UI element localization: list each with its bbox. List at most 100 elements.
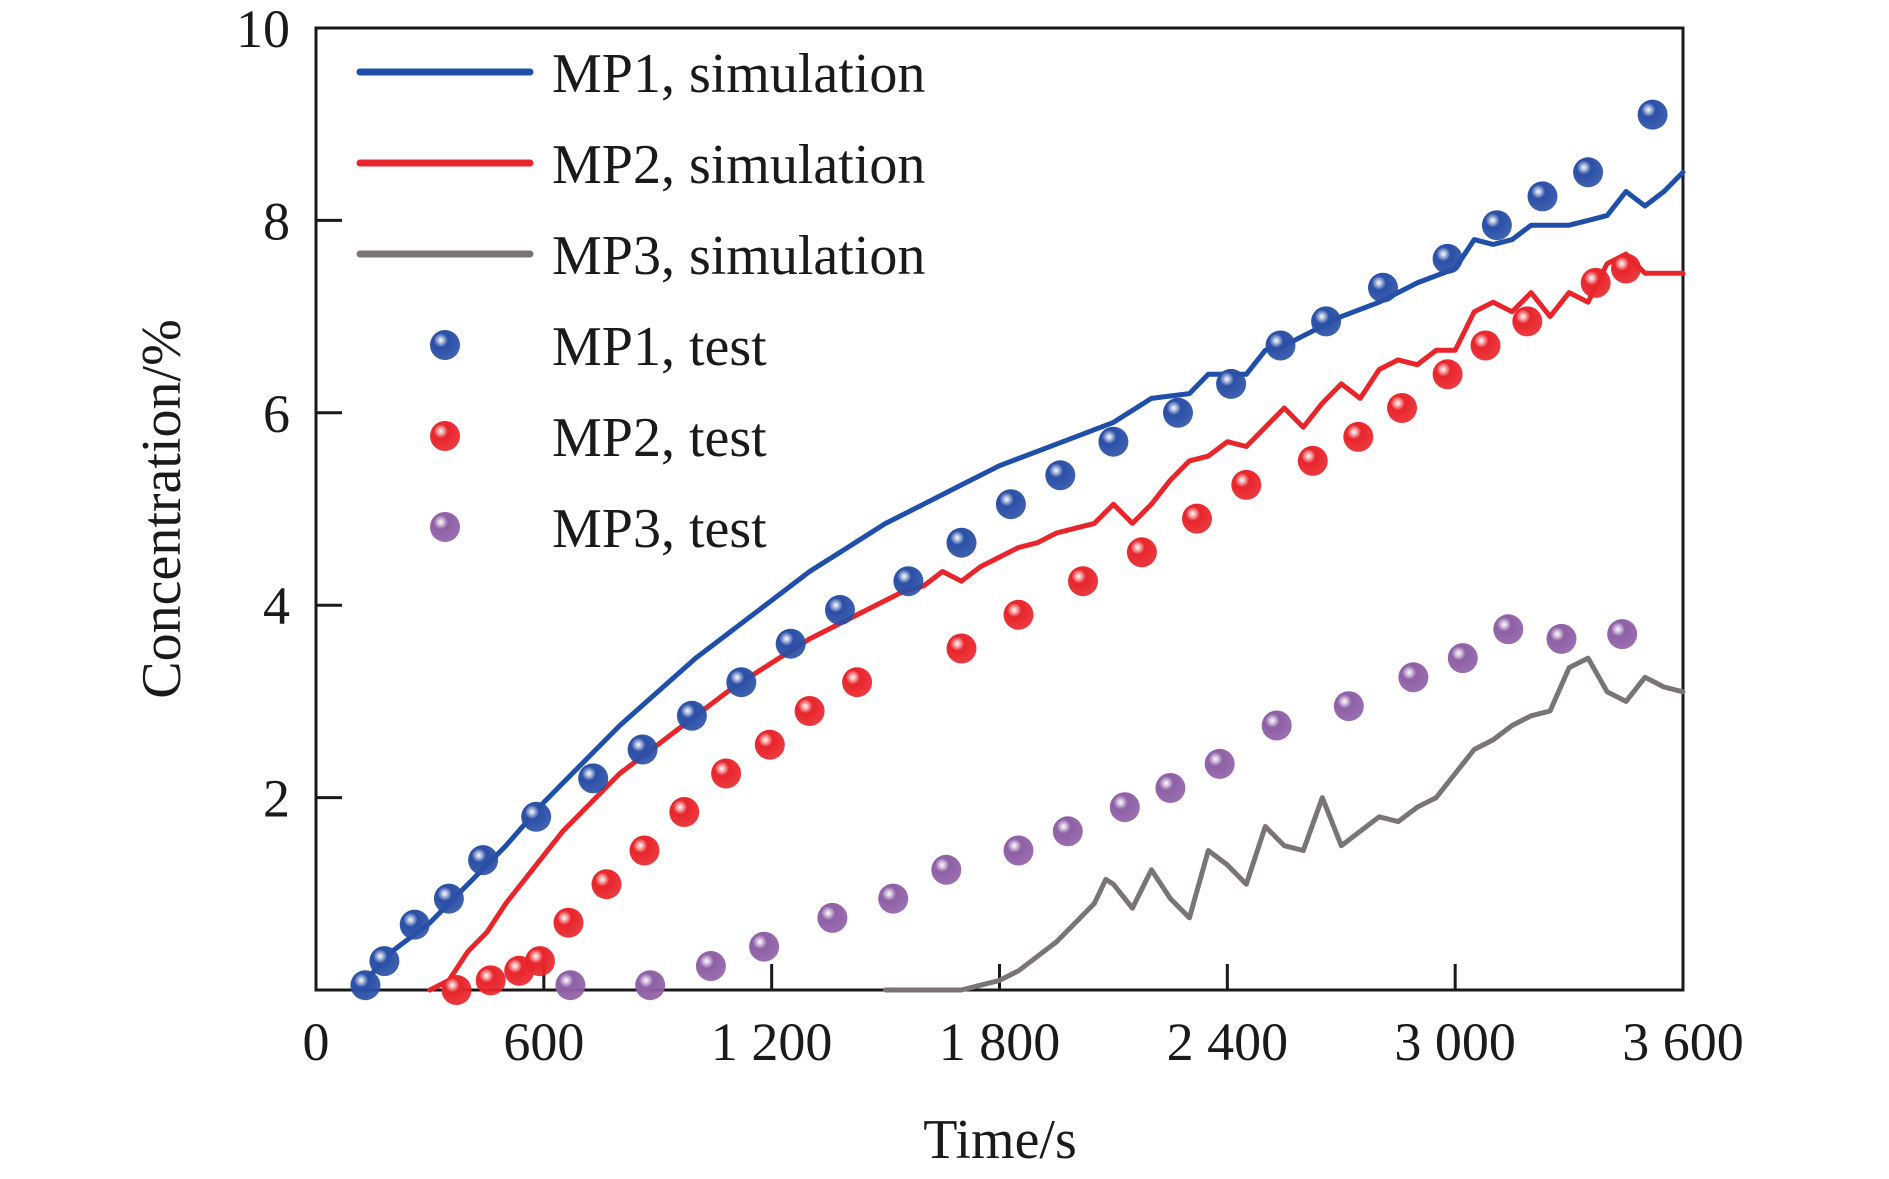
data-point-mp1-test bbox=[946, 527, 977, 558]
series-lines bbox=[359, 169, 1686, 993]
axis-ticks: 0 600 1 200 1 800 2 400 3 000 3 600 2 4 6 8 10 bbox=[236, 0, 1744, 1072]
data-point-mp3-test bbox=[931, 854, 962, 885]
x-tick-label: 3 600 bbox=[1622, 1012, 1744, 1072]
data-point-mp1-test bbox=[1573, 157, 1604, 188]
data-point-mp1-test bbox=[893, 566, 924, 597]
data-point-mp1-test bbox=[825, 595, 855, 625]
legend-label-mp1-simulation: MP1, simulation bbox=[552, 43, 925, 105]
legend: MP1, simulation MP2, simulation MP3, simul… bbox=[356, 43, 925, 560]
data-point-mp2-test bbox=[1512, 306, 1543, 337]
data-point-mp2-test bbox=[553, 907, 584, 938]
data-point-mp2-test bbox=[441, 975, 472, 1005]
data-point-mp1-test bbox=[578, 763, 609, 794]
data-point-mp2-test bbox=[1343, 421, 1374, 452]
legend-label-mp2-simulation: MP2, simulation bbox=[552, 134, 925, 196]
data-point-mp1-test bbox=[1265, 330, 1296, 361]
data-point-mp1-test bbox=[1163, 397, 1193, 428]
series-points bbox=[350, 99, 1668, 1005]
data-point-mp1-test bbox=[775, 628, 806, 659]
data-point-mp2-test bbox=[1297, 445, 1328, 476]
data-point-mp1-test bbox=[1045, 460, 1076, 491]
data-point-mp1-test bbox=[995, 489, 1026, 520]
data-point-mp1-test bbox=[1527, 181, 1558, 212]
data-point-mp3-test bbox=[1109, 792, 1140, 823]
data-point-mp2-test bbox=[1003, 599, 1034, 630]
data-point-mp1-test bbox=[521, 801, 552, 832]
data-point-mp1-test bbox=[399, 909, 430, 940]
series-line-mp2-simulation bbox=[427, 251, 1686, 993]
data-point-mp2-test bbox=[946, 633, 977, 664]
x-tick-label: 1 200 bbox=[711, 1012, 833, 1072]
data-point-mp3-test bbox=[1155, 773, 1186, 803]
x-tick-label: 3 000 bbox=[1394, 1012, 1516, 1072]
data-point-mp3-test bbox=[1052, 816, 1083, 847]
x-tick-label: 0 bbox=[303, 1012, 330, 1072]
data-point-mp2-test bbox=[669, 797, 700, 827]
data-point-mp2-test bbox=[591, 869, 622, 900]
data-point-mp1-test bbox=[1368, 272, 1398, 303]
data-point-mp3-test bbox=[749, 931, 780, 962]
data-point-mp1-test bbox=[468, 845, 499, 876]
x-tick-label: 2 400 bbox=[1167, 1012, 1289, 1072]
x-tick-label: 600 bbox=[503, 1012, 584, 1072]
legend-label-mp3-simulation: MP3, simulation bbox=[552, 225, 925, 287]
data-point-mp3-test bbox=[635, 970, 666, 1001]
data-point-mp3-test bbox=[1546, 623, 1577, 654]
data-point-mp3-test bbox=[1261, 710, 1292, 741]
data-point-mp2-test bbox=[1432, 359, 1463, 390]
y-tick-label: 6 bbox=[263, 384, 290, 444]
data-point-mp1-test bbox=[1481, 210, 1512, 241]
data-point-mp3-test bbox=[817, 902, 848, 933]
data-point-mp3-test bbox=[695, 951, 726, 981]
y-tick-label: 8 bbox=[263, 191, 290, 251]
data-point-mp2-test bbox=[794, 696, 825, 726]
legend-label-mp3-test: MP3, test bbox=[552, 498, 767, 560]
data-point-mp3-test bbox=[1447, 643, 1478, 674]
data-point-mp1-test bbox=[726, 667, 757, 698]
data-point-mp2-test bbox=[1387, 393, 1417, 423]
y-tick-label: 4 bbox=[263, 576, 290, 636]
data-point-mp3-test bbox=[1003, 835, 1034, 866]
y-axis-title: Concentration/% bbox=[131, 319, 193, 698]
data-point-mp1-test bbox=[350, 970, 381, 1001]
data-point-mp2-test bbox=[711, 758, 742, 789]
data-point-mp2-test bbox=[1068, 566, 1098, 597]
legend-swatch-mp3-test bbox=[430, 512, 460, 542]
data-point-mp2-test bbox=[525, 946, 555, 977]
series-line-mp3-simulation bbox=[883, 655, 1686, 993]
data-point-mp2-test bbox=[1611, 253, 1641, 284]
data-point-mp1-test bbox=[1216, 368, 1247, 399]
data-point-mp3-test bbox=[1204, 748, 1235, 779]
data-point-mp3-test bbox=[1607, 619, 1638, 650]
data-point-mp2-test bbox=[1470, 330, 1501, 361]
data-point-mp3-test bbox=[555, 970, 586, 1001]
legend-label-mp2-test: MP2, test bbox=[552, 407, 767, 469]
data-point-mp1-test bbox=[676, 700, 707, 731]
data-point-mp3-test bbox=[878, 883, 909, 914]
x-axis-title: Time/s bbox=[923, 1109, 1077, 1171]
data-point-mp2-test bbox=[842, 667, 873, 698]
y-tick-label: 10 bbox=[236, 0, 290, 59]
data-point-mp2-test bbox=[1580, 267, 1611, 298]
legend-swatch-mp2-test bbox=[430, 421, 460, 451]
y-tick-label: 2 bbox=[263, 769, 290, 829]
data-point-mp2-test bbox=[1126, 537, 1157, 568]
data-point-mp2-test bbox=[629, 835, 660, 866]
legend-label-mp1-test: MP1, test bbox=[552, 316, 767, 378]
data-point-mp1-test bbox=[1432, 243, 1463, 274]
data-point-mp1-test bbox=[369, 946, 400, 977]
data-point-mp2-test bbox=[1231, 469, 1262, 500]
data-point-mp3-test bbox=[1493, 614, 1524, 645]
data-point-mp1-test bbox=[627, 734, 658, 765]
legend-swatch-mp1-test bbox=[430, 330, 460, 360]
data-point-mp3-test bbox=[1398, 662, 1429, 693]
data-point-mp2-test bbox=[754, 729, 785, 760]
data-point-mp1-test bbox=[433, 883, 464, 914]
x-tick-label: 1 800 bbox=[939, 1012, 1061, 1072]
data-point-mp3-test bbox=[1333, 691, 1364, 722]
data-point-mp1-test bbox=[1098, 426, 1129, 457]
data-point-mp2-test bbox=[475, 965, 506, 996]
data-point-mp2-test bbox=[1182, 503, 1212, 534]
series-line-mp1-simulation bbox=[359, 169, 1686, 988]
